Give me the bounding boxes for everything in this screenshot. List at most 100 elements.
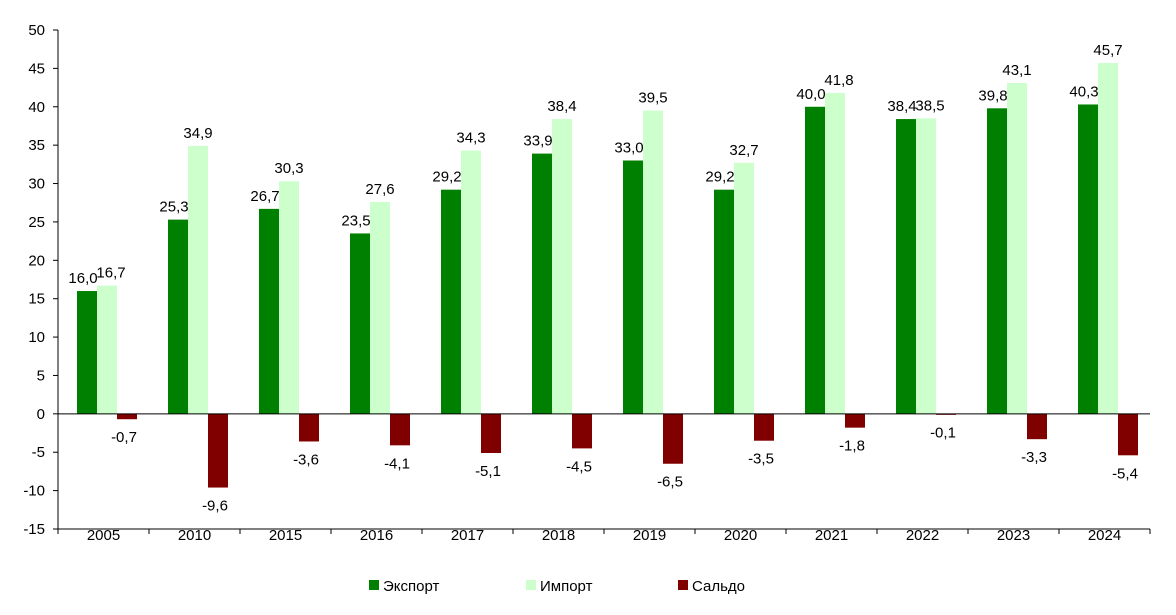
bar-Импорт-2010 <box>188 145 208 414</box>
data-label-Импорт-2005: 16,7 <box>96 265 125 282</box>
data-label-Импорт-2023: 43,1 <box>1002 62 1031 79</box>
bar-Экспорт-2017 <box>441 189 461 414</box>
x-tick-label: 2024 <box>1088 527 1121 544</box>
data-label-Сальдо-2017: -5,1 <box>475 463 501 480</box>
y-tick-label: 50 <box>28 22 45 39</box>
bar-Сальдо-2005 <box>117 413 137 420</box>
data-label-Импорт-2022: 38,5 <box>915 97 944 114</box>
bar-Сальдо-2021 <box>845 413 865 428</box>
data-label-Импорт-2024: 45,7 <box>1093 42 1122 59</box>
bar-Импорт-2016 <box>370 201 390 414</box>
legend-swatch <box>526 580 536 590</box>
bar-Импорт-2021 <box>825 92 845 414</box>
bar-Экспорт-2005 <box>77 291 97 414</box>
y-axis: -15 -10 -5 0 5 10 15 20 25 30 35 40 45 50 <box>23 22 59 538</box>
data-label-Сальдо-2021: -1,8 <box>839 438 865 455</box>
bar-Сальдо-2016 <box>390 413 410 446</box>
bar-Экспорт-2010 <box>168 219 188 414</box>
bar-Сальдо-2010 <box>208 413 228 488</box>
legend: Экспорт Импорт Сальдо <box>369 578 745 595</box>
data-label-Сальдо-2010: -9,6 <box>202 498 228 515</box>
bar-Импорт-2022 <box>916 118 936 414</box>
y-tick-label: 25 <box>28 214 45 231</box>
data-label-Сальдо-2024: -5,4 <box>1112 465 1138 482</box>
y-tick-label: 40 <box>28 99 45 116</box>
legend-swatch <box>678 580 688 590</box>
y-tick-label: 0 <box>37 406 45 423</box>
y-tick-label: 5 <box>37 367 45 384</box>
data-label-Импорт-2021: 41,8 <box>824 72 853 89</box>
bar-Экспорт-2018 <box>532 153 552 414</box>
data-label-Экспорт-2021: 40,0 <box>796 86 825 103</box>
data-label-Экспорт-2010: 25,3 <box>159 199 188 216</box>
y-tick-label: 10 <box>28 329 45 346</box>
data-label-Сальдо-2023: -3,3 <box>1021 449 1047 466</box>
legend-item-Экспорт: Экспорт <box>369 578 439 595</box>
data-label-Сальдо-2020: -3,5 <box>748 451 774 468</box>
data-label-Импорт-2019: 39,5 <box>638 90 667 107</box>
bar-Сальдо-2018 <box>572 413 592 449</box>
bar-Импорт-2015 <box>279 181 299 414</box>
y-tick-label: 45 <box>28 60 45 77</box>
bar-Сальдо-2020 <box>754 413 774 441</box>
x-tick-label: 2010 <box>178 527 211 544</box>
legend-swatch <box>369 580 379 590</box>
bar-Импорт-2018 <box>552 119 572 414</box>
legend-item-Сальдо: Сальдо <box>678 578 745 595</box>
data-label-Импорт-2010: 34,9 <box>183 125 212 142</box>
x-tick-label: 2017 <box>451 527 484 544</box>
x-tick-label: 2015 <box>269 527 302 544</box>
x-tick-label: 2022 <box>906 527 939 544</box>
y-tick-label: -15 <box>23 521 45 538</box>
x-tick-label: 2018 <box>542 527 575 544</box>
data-label-Импорт-2018: 38,4 <box>547 98 576 115</box>
bar-Экспорт-2022 <box>896 119 916 414</box>
data-label-Сальдо-2005: -0,7 <box>111 429 137 446</box>
y-tick-label: -5 <box>32 444 45 461</box>
data-label-Экспорт-2024: 40,3 <box>1069 83 1098 100</box>
data-label-Экспорт-2017: 29,2 <box>432 169 461 186</box>
data-label-Импорт-2016: 27,6 <box>365 181 394 198</box>
data-label-Экспорт-2020: 29,2 <box>705 169 734 186</box>
legend-item-Импорт: Импорт <box>526 578 593 595</box>
legend-label: Импорт <box>540 578 593 595</box>
x-tick-label: 2019 <box>633 527 666 544</box>
bar-Импорт-2019 <box>643 110 663 414</box>
bar-Экспорт-2021 <box>805 106 825 414</box>
data-label-Экспорт-2005: 16,0 <box>68 270 97 287</box>
data-label-Экспорт-2016: 23,5 <box>341 212 370 229</box>
y-tick-label: 35 <box>28 137 45 154</box>
bar-Сальдо-2017 <box>481 413 501 453</box>
bar-Сальдо-2019 <box>663 413 683 464</box>
data-label-Импорт-2020: 32,7 <box>729 142 758 159</box>
data-label-Импорт-2015: 30,3 <box>274 160 303 177</box>
bar-Импорт-2017 <box>461 150 481 414</box>
bar-Экспорт-2024 <box>1078 104 1098 414</box>
data-label-Сальдо-2018: -4,5 <box>566 458 592 475</box>
bar-Экспорт-2019 <box>623 160 643 414</box>
bar-Экспорт-2015 <box>259 208 279 414</box>
bar-Импорт-2023 <box>1007 82 1027 414</box>
y-tick-label: 20 <box>28 252 45 269</box>
data-label-Импорт-2017: 34,3 <box>456 130 485 147</box>
data-label-Экспорт-2018: 33,9 <box>523 133 552 150</box>
data-label-Экспорт-2019: 33,0 <box>614 140 643 157</box>
y-tick-label: 30 <box>28 176 45 193</box>
bar-Экспорт-2016 <box>350 233 370 414</box>
bars <box>77 63 1138 488</box>
x-axis: 2005 2010 2015 2016 2017 2018 2019 2020 2021 2022… <box>57 527 1151 544</box>
x-tick-label: 2016 <box>360 527 393 544</box>
data-labels: 16,016,7 -0,7 25,3 34,9 -9,6 26,7 30,3 -3,6 23,5… <box>68 42 1138 515</box>
bar-Импорт-2005 <box>97 285 117 414</box>
bar-Сальдо-2023 <box>1027 413 1047 440</box>
data-label-Сальдо-2022: -0,1 <box>930 425 956 442</box>
x-tick-label: 2005 <box>87 527 120 544</box>
data-label-Экспорт-2023: 39,8 <box>978 87 1007 104</box>
data-label-Сальдо-2015: -3,6 <box>293 451 319 468</box>
y-tick-label: -10 <box>23 483 45 500</box>
x-tick-label: 2020 <box>724 527 757 544</box>
legend-label: Экспорт <box>383 578 439 595</box>
bar-Сальдо-2015 <box>299 413 319 442</box>
data-label-Сальдо-2016: -4,1 <box>384 455 410 472</box>
